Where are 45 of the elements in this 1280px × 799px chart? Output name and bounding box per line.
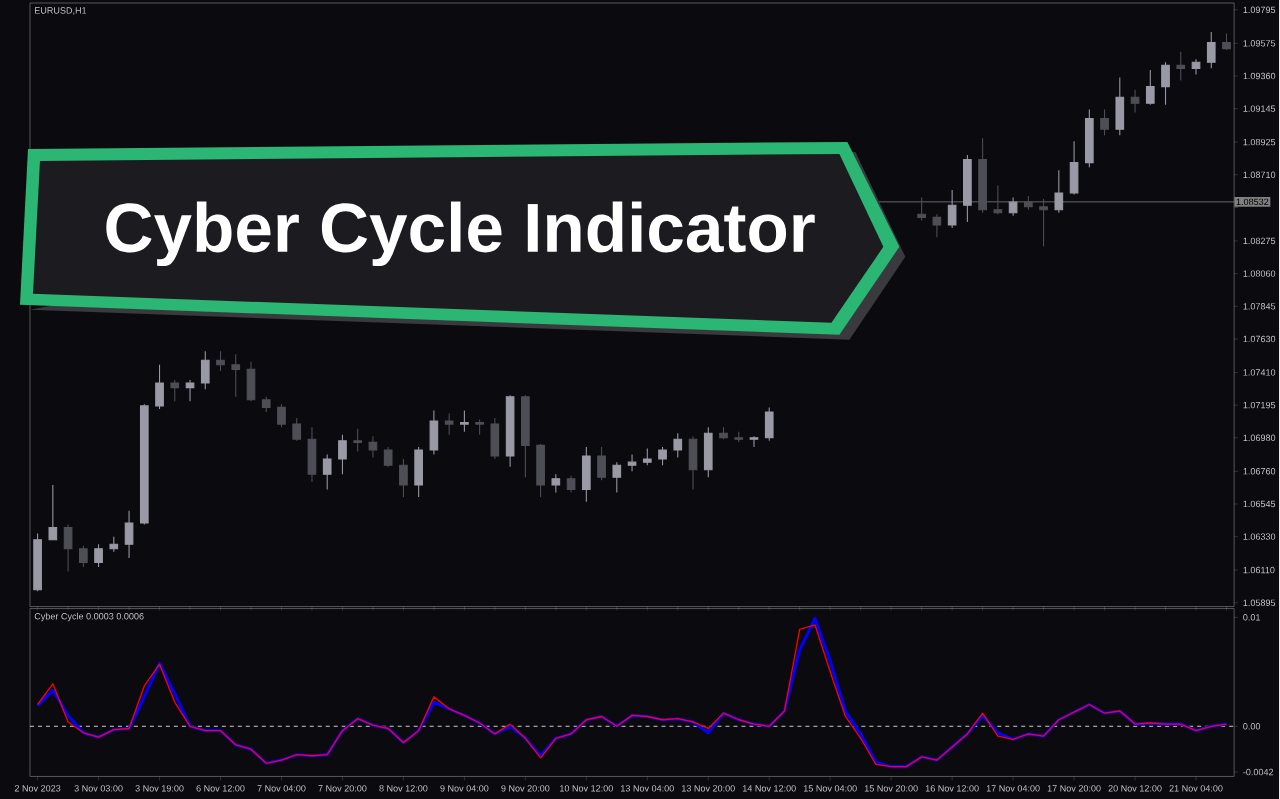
x-tick-label: 9 Nov 20:00 bbox=[501, 784, 550, 792]
y-tick-label: 1.07410 bbox=[1243, 369, 1276, 376]
x-tick-label: 15 Nov 04:00 bbox=[803, 784, 857, 792]
y-tick-label: 1.09145 bbox=[1243, 105, 1276, 112]
x-tick-label: 20 Nov 12:00 bbox=[1108, 784, 1162, 792]
x-tick-label: 3 Nov 03:00 bbox=[74, 784, 123, 792]
x-tick-label: 15 Nov 20:00 bbox=[864, 784, 918, 792]
chart-title: Cyber Cycle 0.0003 0.0006 bbox=[34, 612, 144, 622]
chart-title: EURUSD,H1 bbox=[35, 7, 87, 15]
y-tick-label: 0.01 bbox=[1243, 613, 1261, 621]
x-tick-label: 14 Nov 12:00 bbox=[742, 784, 796, 792]
x-tick-label: 3 Nov 19:00 bbox=[135, 784, 184, 792]
x-tick-label: 16 Nov 12:00 bbox=[925, 784, 979, 792]
x-tick-label: 6 Nov 12:00 bbox=[196, 784, 245, 792]
y-tick-label: 1.08710 bbox=[1243, 171, 1276, 178]
y-tick-label: 0.00 bbox=[1243, 722, 1261, 730]
y-tick-label: 1.07845 bbox=[1243, 302, 1276, 310]
x-tick-label: 7 Nov 04:00 bbox=[257, 784, 306, 792]
x-tick-label: 9 Nov 04:00 bbox=[440, 784, 489, 792]
y-tick-label: 1.09795 bbox=[1243, 6, 1276, 13]
annotation: Cyber Cycle Indicator bbox=[106, 201, 815, 266]
y-tick-label: 1.06980 bbox=[1243, 434, 1276, 441]
y-tick-label: 1.06760 bbox=[1243, 467, 1276, 475]
x-tick-label: 13 Nov 20:00 bbox=[682, 784, 735, 792]
y-tick-label: 1.09575 bbox=[1243, 39, 1276, 47]
y-tick-label: 1.05895 bbox=[1243, 599, 1276, 606]
y-tick-label: 1.06330 bbox=[1243, 533, 1276, 540]
x-tick-label: 8 Nov 12:00 bbox=[379, 784, 428, 792]
x-tick-label: 17 Nov 20:00 bbox=[1047, 784, 1101, 792]
x-tick-label: 17 Nov 04:00 bbox=[986, 784, 1040, 792]
y-tick-label: 1.08275 bbox=[1243, 237, 1276, 244]
y-tick-label: 1.06545 bbox=[1243, 500, 1276, 507]
ref-line-label: 1.08532 bbox=[1236, 198, 1269, 205]
y-tick-label: 1.06110 bbox=[1243, 566, 1275, 574]
y-tick-label: 1.07195 bbox=[1243, 401, 1276, 409]
x-tick-label: 10 Nov 12:00 bbox=[560, 784, 613, 792]
y-tick-label: 1.07630 bbox=[1243, 335, 1276, 342]
x-tick-label: 21 Nov 04:00 bbox=[1169, 784, 1223, 792]
y-tick-label: 1.09360 bbox=[1243, 72, 1276, 79]
x-tick-label: 13 Nov 04:00 bbox=[621, 784, 674, 792]
x-tick-label: 7 Nov 20:00 bbox=[318, 784, 367, 792]
x-tick-label: 2 Nov 2023 bbox=[14, 784, 61, 792]
y-tick-label: -0.0042 bbox=[1243, 768, 1274, 776]
y-tick-label: 1.08060 bbox=[1243, 270, 1276, 277]
y-tick-label: 1.08925 bbox=[1243, 138, 1276, 146]
